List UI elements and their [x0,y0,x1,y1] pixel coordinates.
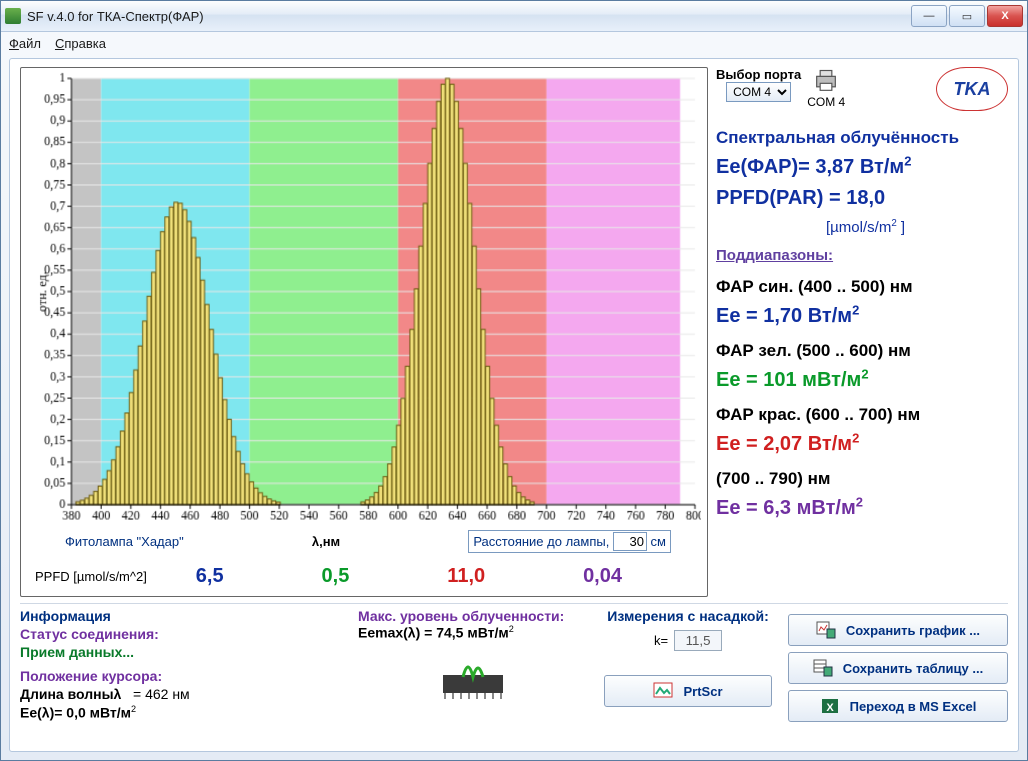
distance-field: Расстояние до лампы, см [468,530,671,553]
minimize-button[interactable]: — [911,5,947,27]
x-axis-label: λ,нм [312,534,340,549]
ee-lambda-line: Ee(λ)= 0,0 мВт/м2 [20,704,348,721]
readouts: Спектральная облучённостьEe(ФАР)= 3,87 В… [716,125,1008,524]
k-label: k= [654,633,668,648]
ppfd-value: 11,0 [447,565,485,588]
window-controls: — ▭ X [911,5,1023,27]
menu-help[interactable]: Справка [55,36,106,51]
k-input[interactable] [674,630,722,651]
save-table-icon [813,659,833,677]
port-status: COM 4 [807,67,845,109]
wavelength-line: Длина волныλ = 462 нм [20,686,348,702]
svg-text:X: X [826,702,834,714]
window-title: SF v.4.0 for ТКА-Спектр(ФАР) [27,9,911,24]
port-selector: Выбор порта COM 4 [716,67,801,102]
save-chart-icon [816,621,836,639]
eemax-title: Макс. уровень облученности: [358,608,564,624]
save-table-button[interactable]: Сохранить таблицу ... [788,652,1008,684]
app-icon [5,8,21,24]
chart-caption-row: Фитолампа "Хадар" λ,нм Расстояние до лам… [25,528,701,555]
tka-logo: TKA [936,67,1008,111]
nasadka-column: Измерения с насадкой: k= PrtScr [598,608,778,743]
ppfd-row: PPFD [µmol/s/m^2] 6,5 0,5 11,0 0,04 [25,561,701,592]
status-value: Прием данных... [20,644,348,660]
save-chart-button[interactable]: Сохранить график ... [788,614,1008,646]
port-row: Выбор порта COM 4 COM 4 TKA [716,67,1008,125]
cursor-label: Положение курсора: [20,668,348,684]
ppfd-values: 6,5 0,5 11,0 0,04 [147,565,671,588]
distance-prefix: Расстояние до лампы, [473,534,613,549]
prtscr-button[interactable]: PrtScr [604,675,772,707]
excel-icon: X [820,697,840,715]
ppfd-value: 0,5 [322,565,350,588]
save-chart-label: Сохранить график ... [846,623,980,638]
prtscr-label: PrtScr [683,684,722,699]
printer-icon [812,67,840,95]
prtscr-icon [653,682,673,700]
maximize-button[interactable]: ▭ [949,5,985,27]
port-status-text: COM 4 [807,95,845,109]
excel-label: Переход в MS Excel [850,699,977,714]
action-buttons: Сохранить график ... Сохранить таблицу .… [788,608,1008,743]
port-dropdown[interactable]: COM 4 [726,82,791,102]
side-panel: Выбор порта COM 4 COM 4 TKA Спектральная… [716,67,1008,597]
k-row: k= [654,630,722,651]
info-title: Информация [20,608,348,624]
menubar: Файл Справка [1,32,1027,54]
distance-input[interactable] [613,532,647,551]
bottom-row: Информация Статус соединения: Прием данн… [20,603,1008,743]
menu-file[interactable]: Файл [9,36,41,51]
chip-icon [433,655,513,701]
titlebar: SF v.4.0 for ТКА-Спектр(ФАР) — ▭ X [1,1,1027,32]
content-panel: Фитолампа "Хадар" λ,нм Расстояние до лам… [9,58,1019,752]
excel-button[interactable]: X Переход в MS Excel [788,690,1008,722]
spectrum-chart: Фитолампа "Хадар" λ,нм Расстояние до лам… [20,67,708,597]
close-button[interactable]: X [987,5,1023,27]
nasadka-title: Измерения с насадкой: [607,608,768,624]
lamp-label: Фитолампа "Хадар" [65,534,184,549]
port-label: Выбор порта [716,67,801,82]
top-row: Фитолампа "Хадар" λ,нм Расстояние до лам… [20,67,1008,597]
save-table-label: Сохранить таблицу ... [843,661,983,676]
eemax-line: Eemax(λ) = 74,5 мВт/м2 [358,624,514,641]
spectrum-canvas [25,72,701,528]
eemax-column: Макс. уровень облученности: Eemax(λ) = 7… [358,608,588,743]
ppfd-value: 0,04 [583,565,622,588]
status-label: Статус соединения: [20,626,348,642]
info-column: Информация Статус соединения: Прием данн… [20,608,348,743]
ppfd-label: PPFD [µmol/s/m^2] [35,569,147,584]
distance-unit: см [647,534,666,549]
app-window: SF v.4.0 for ТКА-Спектр(ФАР) — ▭ X Файл … [0,0,1028,761]
ppfd-value: 6,5 [196,565,224,588]
